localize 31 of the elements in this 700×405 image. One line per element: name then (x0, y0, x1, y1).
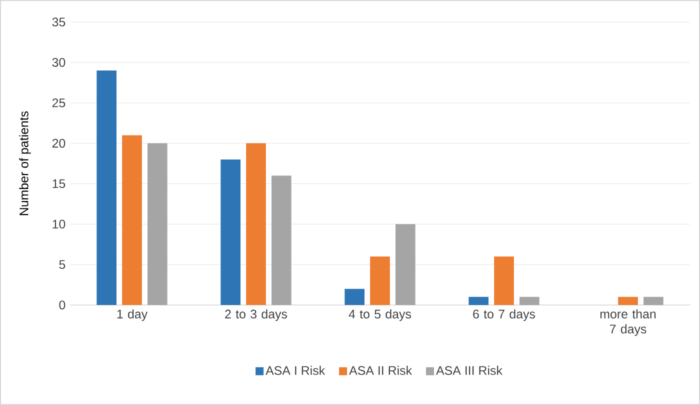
bar (272, 176, 292, 305)
bar (344, 288, 365, 305)
y-tick-label: 20 (52, 138, 66, 148)
y-tick-label: 15 (52, 179, 66, 188)
y-axis-title: Number of patients (19, 111, 31, 216)
y-tick-label: 10 (52, 220, 66, 229)
legend-label: ASA III Risk (436, 366, 502, 375)
x-tick-label: 2 to 3 days (225, 309, 288, 321)
x-tick-label: 1 day (117, 309, 148, 321)
x-tick-label: 6 to 7 days (473, 309, 536, 321)
y-tick-label: 35 (52, 18, 66, 26)
bar (122, 135, 142, 305)
x-tick-label: 4 to 5 days (348, 309, 412, 321)
bar (370, 256, 390, 305)
bar (468, 296, 489, 305)
bar (148, 143, 168, 305)
y-tick-label: 25 (52, 98, 66, 108)
legend-label: ASA I Risk (266, 366, 326, 375)
bar (96, 70, 116, 305)
x-tick-label: more than 7 days (600, 309, 656, 336)
y-tick-label: 0 (59, 300, 66, 310)
y-tick-label: 5 (59, 260, 66, 269)
bar (644, 296, 664, 305)
bar (246, 143, 266, 305)
bar (396, 224, 416, 305)
bar (520, 296, 540, 305)
bar (220, 159, 241, 305)
bar (494, 256, 514, 305)
bar (618, 296, 638, 305)
y-tick-label: 30 (52, 58, 66, 67)
legend-label: ASA II Risk (349, 366, 412, 375)
